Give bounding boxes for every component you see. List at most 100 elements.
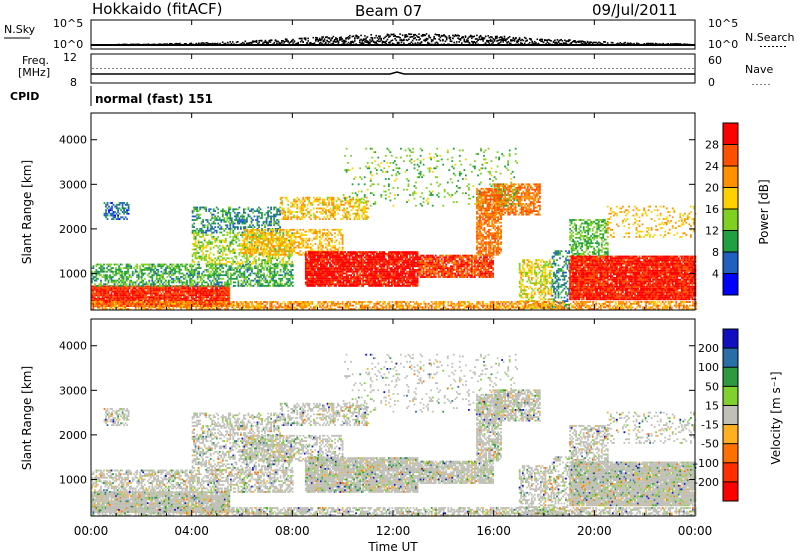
power-cell (239, 254, 241, 256)
power-cell (250, 236, 252, 238)
noise-dot (396, 40, 398, 42)
power-cell (234, 282, 236, 284)
power-cell (105, 280, 107, 282)
power-cell (301, 232, 303, 234)
power-cell (310, 229, 312, 231)
power-cell (295, 211, 297, 213)
power-cell (244, 280, 246, 282)
power-cell (266, 274, 268, 276)
power-cell (99, 264, 101, 266)
power-cell (345, 209, 347, 211)
power-cell (269, 247, 271, 249)
power-cell (258, 207, 260, 209)
power-cell (286, 240, 288, 242)
power-cell (281, 238, 283, 240)
power-cell (266, 280, 268, 282)
power-cell (281, 204, 283, 206)
power-cell (191, 278, 193, 280)
power-cell (185, 278, 187, 280)
power-cell (228, 291, 230, 293)
power-cell (292, 211, 294, 213)
power-cell (250, 265, 252, 267)
power-cell (283, 208, 285, 210)
power-cell (286, 271, 288, 273)
power-cell (254, 278, 256, 280)
power-cell (328, 204, 330, 206)
power-cell (309, 257, 311, 259)
power-cell (94, 296, 96, 298)
noise-dot (607, 42, 609, 44)
power-cell (305, 234, 307, 236)
noise-dot (446, 37, 448, 39)
power-cell (256, 236, 258, 238)
power-cell (138, 274, 140, 276)
power-cell (207, 296, 209, 298)
power-cell (272, 278, 274, 280)
power-cell (251, 241, 253, 243)
power-cell (120, 269, 122, 271)
power-cell (198, 274, 200, 276)
power-cell (251, 223, 253, 225)
power-cell (248, 257, 250, 259)
power-cell (280, 271, 282, 273)
power-cell (194, 280, 196, 282)
power-cell (253, 285, 255, 287)
power-cell (239, 223, 241, 225)
power-cell (212, 294, 214, 296)
power-cell (280, 249, 282, 251)
power-cell (141, 278, 143, 280)
power-cell (275, 221, 277, 223)
power-cell (208, 261, 210, 263)
power-cell (222, 208, 224, 210)
power-cell (328, 209, 330, 211)
power-cell (173, 269, 175, 271)
noise-dot (406, 34, 408, 36)
power-cell (251, 269, 253, 271)
noise-dot (524, 43, 526, 45)
power-cell (225, 221, 227, 223)
power-cell (234, 219, 236, 221)
noise-dot (552, 44, 554, 46)
power-cell (257, 238, 259, 240)
power-cell (227, 282, 229, 284)
power-cell (219, 285, 221, 287)
power-cell (304, 213, 306, 215)
power-cell (250, 280, 252, 282)
power-cell (123, 276, 125, 278)
power-cell (142, 293, 144, 295)
power-cell (157, 269, 159, 271)
noise-dot (399, 33, 401, 35)
power-cell (237, 226, 239, 228)
power-cell (199, 217, 201, 219)
power-cell (102, 285, 104, 287)
power-cell (244, 273, 246, 275)
power-cell (182, 276, 184, 278)
power-cell (305, 231, 307, 233)
power-cell (325, 211, 327, 213)
power-cell (138, 273, 140, 275)
power-cell (93, 278, 95, 280)
power-cell (115, 271, 117, 273)
power-cell (237, 208, 239, 210)
power-cell (174, 280, 176, 282)
power-cell (290, 213, 292, 215)
power-cell (179, 278, 181, 280)
power-cell (290, 256, 292, 258)
power-cell (291, 261, 293, 263)
power-cell (262, 250, 264, 252)
power-cell (226, 214, 228, 216)
power-cell (223, 257, 225, 259)
power-cell (244, 285, 246, 287)
noise-dot (329, 41, 331, 43)
power-cell (275, 274, 277, 276)
power-cell (312, 202, 314, 204)
power-cell (204, 247, 206, 249)
power-cell (112, 291, 114, 293)
noise-dot (393, 43, 395, 45)
power-cell (277, 267, 279, 269)
power-cell (310, 215, 312, 217)
power-cell (189, 287, 191, 289)
power-cell (339, 232, 341, 234)
power-cell (327, 236, 329, 238)
power-cell (319, 229, 321, 231)
